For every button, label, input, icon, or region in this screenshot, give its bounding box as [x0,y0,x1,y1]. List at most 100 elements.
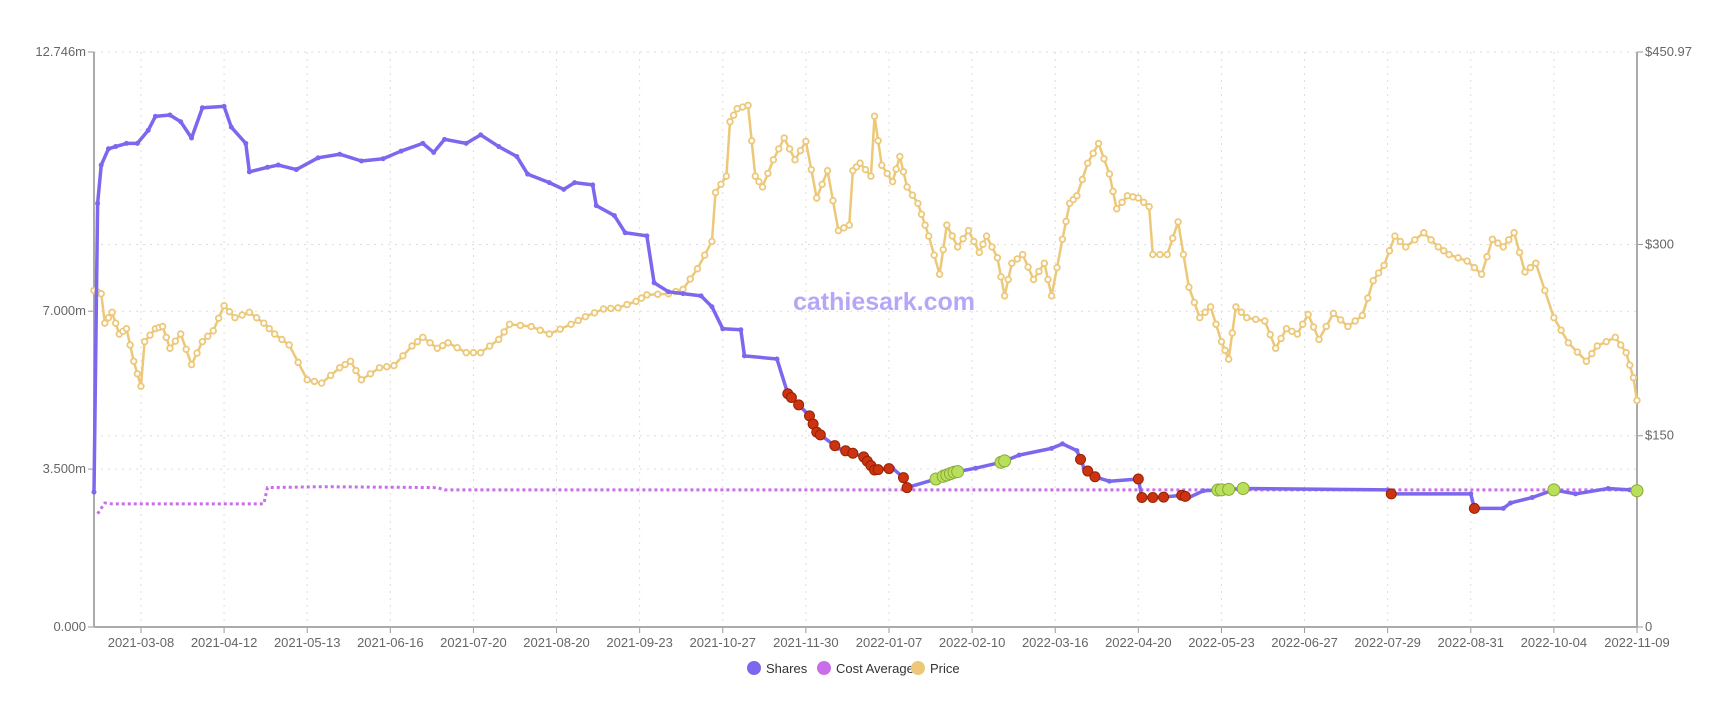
shares-point [315,155,321,161]
shares-point [593,203,599,209]
shares-point [275,162,281,168]
price-point [1550,313,1558,322]
price-point [1094,139,1103,148]
price-point [1315,335,1323,344]
price-point [914,199,922,208]
price-point [1140,198,1148,206]
price-point [346,357,355,365]
price-point [1557,326,1565,334]
price-point [1510,229,1518,237]
price-point [623,300,631,309]
x-tick-label: 2021-03-08 [108,635,175,650]
price-point [1420,229,1428,237]
shares-point [1508,500,1514,506]
shares-point [680,291,686,297]
price-point [1463,257,1471,265]
y-right-tick-label: $300 [1645,236,1674,251]
shares-point [124,140,130,146]
price-point [581,312,590,321]
sell-transaction-marker [883,463,895,475]
shares-point [709,304,715,310]
price-point [764,169,772,178]
price-point [220,301,228,310]
price-point [975,248,984,257]
price-point [1293,330,1302,338]
buy-transaction-marker [1630,484,1644,498]
price-point [1505,236,1513,244]
price-point [755,177,763,186]
shares-point [420,140,426,146]
sell-transaction-marker [1132,473,1144,485]
price-point [1156,250,1164,259]
price-point [556,325,564,333]
shares-point [1106,478,1112,484]
price-point [1358,311,1367,320]
plot-area [90,101,1644,515]
price-point [1105,170,1114,178]
price-point [1047,292,1056,300]
x-tick-label: 2021-08-20 [523,635,590,650]
legend-label: Cost Average [836,661,914,676]
price-point [1174,218,1182,226]
shares-point [546,180,552,186]
price-point [495,335,503,344]
shares-point [243,140,249,146]
shares-point [741,353,747,359]
price-point [964,226,973,235]
price-point [1261,317,1269,325]
price-point [390,361,398,370]
sell-transaction-marker [1179,490,1191,502]
price-point [758,183,767,191]
price-point [775,145,783,153]
y-left-tick-label: 12.746m [35,44,86,59]
price-point [1402,243,1410,251]
price-point [590,309,599,317]
price-point [632,297,640,306]
price-point [883,169,891,178]
price-point [896,152,904,161]
price-point [1515,248,1524,257]
shares-point [380,156,386,162]
price-point [1329,309,1338,318]
price-point [214,314,223,322]
price-point [1454,254,1462,262]
price-point [802,137,810,146]
shares-point [167,112,173,118]
price-point [1483,253,1491,261]
sell-transaction-marker [1468,502,1480,514]
shares-point [246,169,252,175]
price-point [1058,235,1067,243]
price-point [874,137,882,145]
price-point [1232,303,1240,311]
shares-point [590,182,596,188]
sell-transaction-marker [872,464,884,476]
price-point [375,364,384,372]
price-point [1053,263,1061,272]
price-point [122,324,131,333]
price-point [1470,263,1479,272]
price-point [823,166,832,175]
price-point [747,137,756,145]
price-line [93,103,1639,401]
price-point [433,344,441,352]
price-point [903,183,911,191]
price-point [108,308,116,317]
price-point [939,245,947,254]
shares-point [91,489,97,495]
price-point [1494,239,1502,247]
watermark: cathiesark.com [793,288,975,316]
x-tick-label: 2022-03-16 [1022,635,1089,650]
price-point [1617,341,1625,349]
shares-point [442,136,448,142]
price-point [1243,313,1251,322]
price-point [780,134,788,142]
price-point [444,339,452,347]
sell-transaction-marker [1089,471,1101,483]
shares-point [496,144,502,150]
shares-point [1200,488,1206,494]
price-point [686,275,694,283]
sell-transaction-marker [793,399,805,411]
price-point [231,313,239,322]
shares-point [1468,491,1474,497]
price-point [1163,250,1171,259]
